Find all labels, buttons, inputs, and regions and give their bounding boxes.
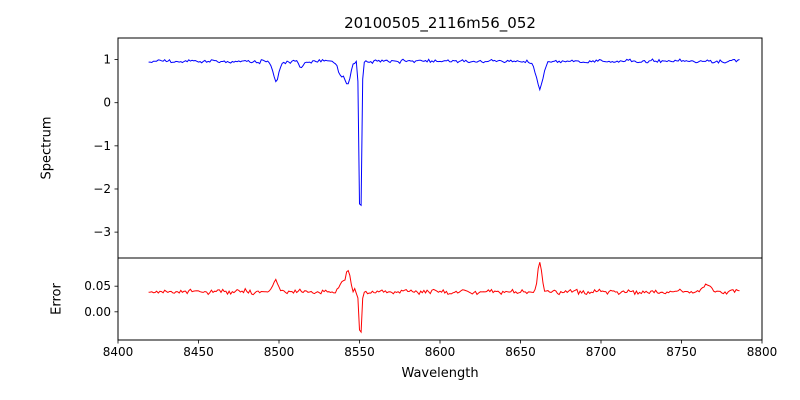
y-tick-label: −3 [93, 225, 111, 239]
x-tick-label: 8450 [183, 345, 214, 359]
x-tick-label: 8800 [747, 345, 778, 359]
x-tick-label: 8650 [505, 345, 536, 359]
x-tick-label: 8400 [103, 345, 134, 359]
x-tick-label: 8600 [425, 345, 456, 359]
spectrum-panel-border [117, 37, 763, 259]
y-tick-label: 0 [103, 96, 111, 110]
x-tick-label: 8750 [666, 345, 697, 359]
error-line [148, 262, 740, 334]
x-axis-label: Wavelength [401, 366, 479, 381]
chart-title: 20100505_2116m56_052 [344, 14, 536, 32]
spectrum-line [148, 58, 740, 207]
x-tick-label: 8500 [264, 345, 295, 359]
y-tick-label: 0.00 [84, 305, 111, 319]
y-tick-label: 1 [103, 53, 111, 67]
error-panel-border [117, 257, 763, 341]
x-tick-label: 8700 [586, 345, 617, 359]
y-tick-label: −2 [93, 182, 111, 196]
y-tick-label: 0.05 [84, 279, 111, 293]
x-tick-label: 8550 [344, 345, 375, 359]
y-tick-label: −1 [93, 139, 111, 153]
